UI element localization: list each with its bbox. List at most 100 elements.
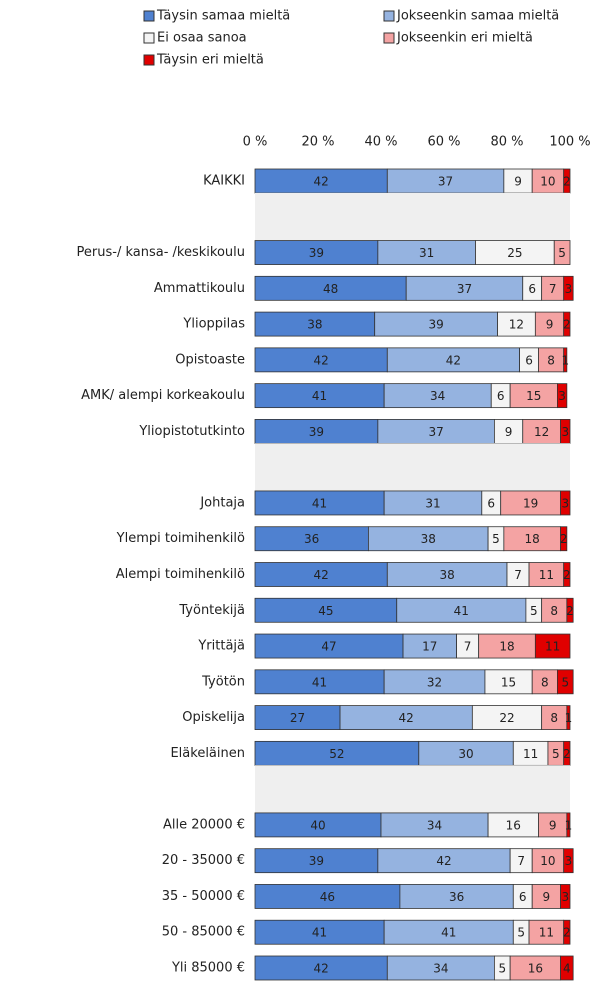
value-label: 5 (530, 604, 538, 618)
category-label: Alempi toimihenkilö (116, 567, 245, 582)
bar-segment (254, 812, 382, 838)
bar-segment (500, 490, 561, 516)
value-label: 45 (318, 604, 333, 618)
value-label: 1 (565, 818, 573, 832)
gap-band (255, 765, 570, 814)
value-label: 38 (307, 318, 322, 332)
value-label: 8 (547, 353, 555, 367)
bar-segment (560, 884, 571, 909)
bar-segment (367, 526, 489, 552)
value-label: 32 (427, 675, 442, 689)
value-label: 3 (561, 496, 569, 510)
value-label: 41 (312, 496, 327, 510)
value-label: 12 (534, 425, 549, 439)
category-label: 50 - 85000 € (162, 925, 245, 940)
bar-segment (254, 562, 388, 587)
bar-segment (497, 311, 536, 337)
value-label: 39 (309, 854, 324, 868)
value-label: 7 (464, 640, 472, 654)
x-tick-label: 20 % (301, 135, 334, 150)
value-label: 6 (519, 890, 527, 904)
value-label: 42 (314, 175, 329, 189)
legend-swatch (383, 32, 395, 44)
bar-segment (534, 311, 565, 337)
value-label: 10 (540, 854, 555, 868)
value-label: 11 (523, 747, 538, 761)
value-label: 41 (441, 926, 456, 940)
value-label: 39 (309, 246, 324, 260)
value-label: 2 (560, 532, 568, 546)
value-label: 8 (541, 675, 549, 689)
bar-segment (566, 812, 571, 838)
bar-segment (503, 526, 561, 552)
bar-segment (560, 490, 571, 516)
value-label: 38 (421, 532, 436, 546)
bar-segment (557, 669, 574, 695)
value-label: 6 (487, 496, 495, 510)
value-label: 52 (329, 747, 344, 761)
bar-segment (254, 419, 379, 444)
legend-swatch (383, 10, 395, 22)
bar-segment (254, 240, 379, 265)
value-label: 30 (458, 747, 473, 761)
bar-segment (509, 955, 561, 981)
value-label: 19 (523, 496, 538, 510)
value-label: 9 (546, 318, 554, 332)
bar-segment (254, 848, 379, 874)
bar-segment (563, 562, 571, 587)
bar-segment (563, 275, 574, 301)
legend-label: Täysin samaa mieltä (156, 9, 290, 24)
value-label: 16 (528, 962, 543, 976)
bar-segment (560, 955, 574, 981)
bar-segment (254, 311, 376, 337)
value-label: 9 (514, 175, 522, 189)
value-label: 37 (428, 425, 443, 439)
value-label: 2 (563, 175, 571, 189)
category-label: Alle 20000 € (163, 817, 245, 832)
value-label: 22 (499, 711, 514, 725)
value-label: 7 (549, 282, 557, 296)
value-label: 39 (428, 318, 443, 332)
value-label: 5 (517, 926, 525, 940)
bar-segment (560, 526, 568, 552)
value-label: 2 (563, 568, 571, 582)
bar-segment (254, 526, 369, 552)
legend-label: Jokseenkin eri mieltä (396, 31, 533, 46)
value-label: 5 (552, 747, 560, 761)
legend-swatch (143, 10, 155, 22)
category-label: Työntekijä (178, 603, 245, 618)
value-label: 5 (498, 962, 506, 976)
bar-segment (538, 812, 568, 838)
value-label: 39 (309, 425, 324, 439)
category-label: Opistoaste (175, 352, 245, 367)
category-label: Työtön (201, 674, 245, 689)
bar-segment (557, 383, 568, 409)
bar-segment (254, 347, 388, 373)
value-label: 15 (526, 389, 541, 403)
value-label: 6 (497, 389, 505, 403)
value-label: 5 (492, 532, 500, 546)
bar-segment (522, 419, 561, 444)
category-label: Ammattikoulu (154, 281, 245, 296)
value-label: 42 (314, 353, 329, 367)
value-label: 34 (427, 818, 442, 832)
bar-segment (475, 240, 555, 265)
value-label: 8 (550, 604, 558, 618)
value-label: 42 (314, 962, 329, 976)
value-label: 3 (561, 425, 569, 439)
bar-segment (509, 383, 558, 409)
bar-segment (478, 633, 536, 659)
value-label: 41 (312, 675, 327, 689)
value-label: 2 (566, 604, 574, 618)
value-label: 18 (525, 532, 540, 546)
value-label: 9 (549, 818, 557, 832)
bar-segment (538, 347, 565, 373)
bar-segment (528, 919, 565, 945)
value-label: 1 (565, 711, 573, 725)
value-label: 31 (425, 496, 440, 510)
bar-segment (254, 383, 385, 409)
x-tick-label: 40 % (364, 135, 397, 150)
value-label: 7 (517, 854, 525, 868)
bar-segment (563, 848, 574, 874)
